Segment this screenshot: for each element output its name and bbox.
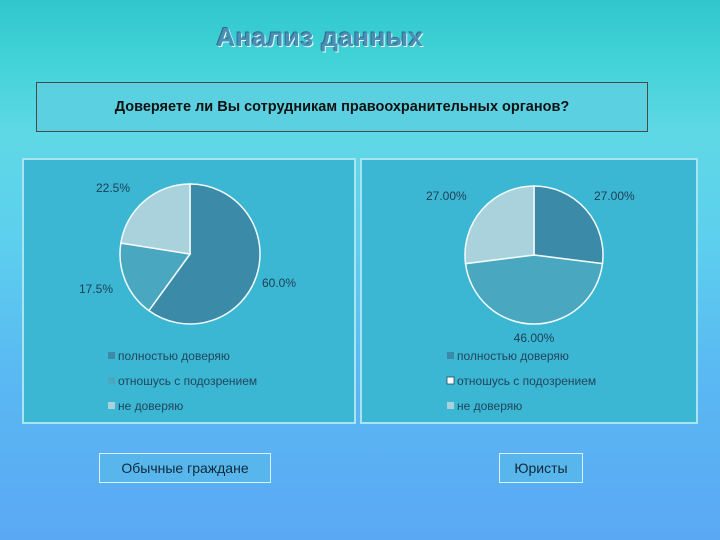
slide-title: Анализ данных: [216, 22, 424, 52]
lawyers-slice-3: [464, 185, 535, 265]
group-label-lawyers: Юристы: [499, 453, 583, 483]
question-box: Доверяете ли Вы сотрудникам правоохранит…: [36, 82, 648, 132]
chart-panel-lawyers: 27.00% 46.00% 27.00% полностью доверяю отнош…: [360, 158, 698, 424]
pie-chart-lawyers: 27.00% 46.00% 27.00% полностью доверяю отнош…: [426, 185, 635, 413]
lawyers-slice-1: [533, 185, 604, 265]
lawyers-slice-2: [464, 254, 604, 325]
citizens-slice-3: [120, 183, 191, 255]
lawyers-legend-label-3: не доверяю: [457, 399, 522, 413]
lawyers-legend-label-1: полностью доверяю: [457, 349, 569, 363]
citizens-value-label-2: 17.5%: [79, 282, 113, 296]
citizens-legend-label-1: полностью доверяю: [118, 349, 230, 363]
lawyers-legend-label-2: отношусь с подозрением: [457, 374, 596, 388]
chart-panel-citizens: 60.0% 17.5% 22.5% полностью доверяю отношусь…: [22, 158, 356, 424]
citizens-slice-1: [147, 183, 261, 325]
citizens-value-label-1: 60.0%: [262, 276, 296, 290]
citizens-legend-swatch-1: [108, 352, 115, 359]
citizens-legend-label-3: не доверяю: [118, 399, 183, 413]
citizens-legend-label-2: отношусь с подозрением: [118, 374, 257, 388]
lawyers-value-label-1: 27.00%: [594, 189, 635, 203]
citizens-legend-swatch-2: [108, 377, 115, 384]
lawyers-value-label-2: 46.00%: [514, 331, 555, 345]
citizens-legend-swatch-3: [108, 402, 115, 409]
question-text: Доверяете ли Вы сотрудникам правоохранит…: [114, 98, 570, 115]
citizens-value-label-3: 22.5%: [96, 181, 130, 195]
group-label-citizens: Обычные граждане: [99, 453, 271, 483]
pie-chart-citizens: 60.0% 17.5% 22.5% полностью доверяю отношусь…: [79, 181, 296, 413]
lawyers-legend-swatch-1: [447, 352, 454, 359]
lawyers-legend-swatch-3: [447, 402, 454, 409]
lawyers-value-label-3: 27.00%: [426, 189, 467, 203]
lawyers-legend-swatch-2: [446, 376, 455, 385]
citizens-slice-2: [119, 242, 192, 312]
